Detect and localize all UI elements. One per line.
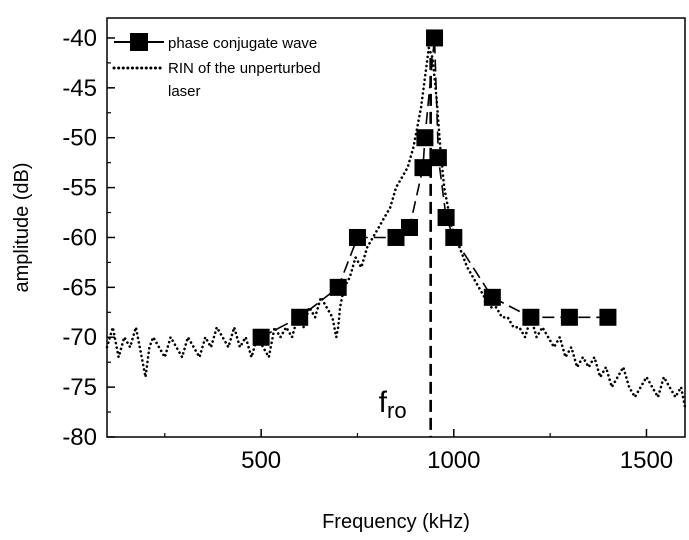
phase-conjugate-marker (387, 228, 405, 246)
legend: phase conjugate wave RIN of the unperturb… (112, 33, 321, 100)
y-tick-label: -40 (62, 25, 97, 52)
y-tick-label: -50 (62, 125, 97, 152)
phase-conjugate-marker (400, 219, 418, 236)
phase-conjugate-marker (348, 228, 366, 246)
legend-label-phase-conjugate: phase conjugate wave (168, 35, 317, 52)
plot-frame (106, 17, 686, 438)
phase-conjugate-marker (426, 29, 444, 47)
rin-series (105, 47, 687, 409)
x-tick-label: 500 (241, 447, 281, 474)
axes: -80 -75 -70 -65 -60 -55 -50 -45 -40 500 1000 1500 (62, 25, 673, 474)
phase-conjugate-marker (599, 308, 617, 326)
phase-conjugate-marker (416, 129, 434, 147)
phase-conjugate-marker (483, 288, 501, 306)
fro-subscript: ro (387, 398, 407, 423)
y-tick-label: -80 (62, 424, 97, 451)
phase-conjugate-series (252, 29, 617, 346)
rin-line (105, 47, 687, 409)
y-tick-label: -55 (62, 175, 97, 202)
legend-label-rin-line1: RIN of the unperturbed (168, 60, 321, 77)
phase-conjugate-marker (291, 308, 309, 326)
y-tick-label: -75 (62, 374, 97, 401)
phase-conjugate-marker (560, 308, 578, 326)
phase-conjugate-marker (429, 149, 447, 167)
fro-main: f (379, 386, 388, 419)
y-tick-label: -60 (62, 224, 97, 251)
phase-conjugate-marker (329, 278, 347, 296)
plot-area (106, 17, 686, 438)
phase-conjugate-marker (414, 159, 432, 177)
y-axis-label: amplitude (dB) (11, 162, 33, 292)
x-axis-label: Frequency (kHz) (322, 511, 470, 533)
y-tick-label: -45 (62, 75, 97, 102)
x-tick-label: 1500 (620, 447, 673, 474)
fro-annotation: fro (379, 386, 407, 423)
legend-label-rin-line2: laser (168, 83, 201, 100)
phase-conjugate-marker (445, 228, 463, 246)
y-tick-label: -65 (62, 274, 97, 301)
phase-conjugate-marker (522, 308, 540, 326)
phase-conjugate-marker (437, 209, 455, 227)
phase-conjugate-marker (252, 328, 270, 346)
legend-marker-phase-conjugate (130, 33, 148, 51)
x-tick-label: 1000 (427, 447, 480, 474)
y-tick-label: -70 (62, 324, 97, 351)
